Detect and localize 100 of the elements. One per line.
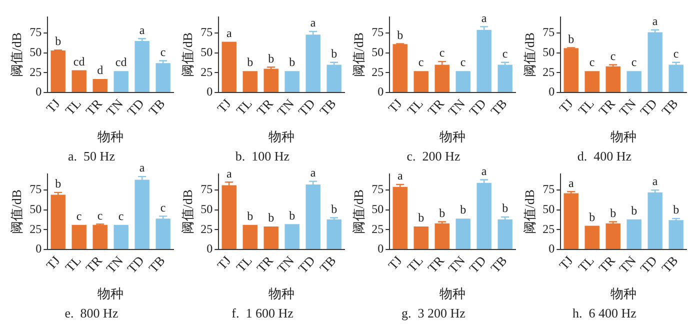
x-tick-label: TR [254, 252, 276, 276]
bar [456, 71, 470, 92]
x-tick-label: TL [233, 96, 255, 118]
annotation: c [631, 55, 637, 70]
x-tick-label: TL [62, 96, 84, 118]
x-tick-label: TB [146, 96, 168, 118]
y-tick-label: 75 [30, 182, 42, 196]
x-tick-label: TL [575, 252, 597, 275]
x-tick-label: TR [424, 96, 448, 118]
text: h. 6 400 Hz [572, 306, 637, 321]
x-axis-title: 物种 [98, 286, 124, 302]
y-tick-label: 0 [548, 84, 555, 99]
x-tick-label: TD [295, 96, 318, 119]
bar [326, 64, 342, 92]
y-tick-label: 50 [200, 45, 213, 60]
bar [134, 180, 150, 249]
annotation: c [589, 55, 595, 70]
bar [626, 71, 642, 92]
text: d. 400 Hz [577, 148, 632, 164]
bar [434, 223, 450, 249]
annotation: d [97, 63, 104, 78]
x-tick-label: TB [658, 96, 682, 118]
annotation: a [481, 164, 488, 178]
annotation: b [289, 55, 296, 70]
y-axis-title: 阈值/dB [522, 189, 538, 234]
bar [284, 71, 300, 92]
y-tick-label: 25 [372, 222, 384, 236]
bar [648, 192, 662, 249]
y-tick-label: 0 [206, 242, 213, 256]
bar [242, 71, 258, 92]
bar [564, 48, 578, 92]
annotation: c [97, 208, 103, 222]
x-tick-label: TL [233, 252, 255, 275]
x-tick-label: TD [295, 252, 318, 276]
text: c. 200 Hz [406, 148, 460, 164]
x-tick-label: TJ [214, 252, 234, 273]
bar [284, 224, 300, 249]
x-tick-label: TB [488, 252, 510, 276]
annotation: a [652, 174, 658, 188]
annotation: a [139, 22, 146, 37]
annotation: a [481, 10, 488, 25]
bar [72, 224, 86, 249]
x-tick-label: TJ [556, 96, 576, 116]
bar [414, 71, 428, 92]
annotation: c [673, 46, 679, 61]
bar [222, 185, 236, 249]
x-tick-label: TL [404, 96, 426, 118]
bar [606, 223, 620, 249]
x-axis-title: 物种 [440, 286, 466, 302]
x-tick-label: TB [316, 96, 340, 118]
bar [668, 220, 684, 249]
annotation: cd [73, 54, 85, 68]
x-tick-label: TB [488, 96, 510, 118]
annotation: a [310, 165, 316, 180]
text: b. 100 Hz [235, 148, 290, 164]
x-tick-label: TN [274, 96, 298, 119]
bar [92, 224, 108, 249]
annotation: a [397, 168, 404, 183]
annotation: c [610, 48, 616, 63]
bar [156, 63, 170, 92]
x-tick-label: TJ [43, 252, 63, 273]
y-tick-label: 0 [36, 84, 42, 99]
y-tick-label: 75 [372, 25, 384, 40]
bar [626, 219, 642, 249]
annotation: b [610, 206, 616, 220]
x-tick-label: TN [616, 252, 640, 276]
annotation: b [631, 204, 638, 218]
bar [648, 32, 662, 92]
bar [50, 194, 66, 249]
x-tick-label: TJ [385, 252, 405, 273]
annotation: c [118, 209, 124, 224]
x-tick-label: TD [124, 252, 147, 276]
bar [498, 219, 512, 249]
y-axis-title: 阈值/dB [9, 189, 24, 234]
x-tick-label: TL [404, 252, 426, 275]
bar [392, 186, 408, 249]
x-tick-label: TR [254, 96, 276, 118]
annotation: b [55, 176, 62, 191]
bar [264, 68, 278, 92]
x-axis-title: 物种 [440, 129, 466, 144]
x-axis-title: 物种 [610, 129, 637, 144]
bar [134, 40, 150, 92]
y-tick-label: 25 [200, 222, 213, 236]
annotation: b [589, 210, 596, 224]
y-tick-label: 25 [30, 64, 42, 79]
bar [606, 66, 620, 92]
x-axis-title: 物种 [268, 286, 295, 302]
bar [114, 71, 128, 92]
y-axis-title: 阈值/dB [180, 32, 196, 78]
y-tick-label: 25 [372, 64, 384, 79]
x-tick-label: TN [103, 252, 126, 276]
x-tick-label: TL [62, 252, 84, 275]
x-tick-label: TD [637, 96, 660, 119]
bar [50, 50, 66, 92]
x-tick-label: TN [445, 96, 468, 119]
x-tick-label: TD [124, 96, 147, 119]
bar [326, 219, 342, 249]
annotation: c [439, 46, 445, 60]
y-axis-title: 阈值/dB [522, 32, 538, 78]
annotation: b [289, 208, 296, 222]
